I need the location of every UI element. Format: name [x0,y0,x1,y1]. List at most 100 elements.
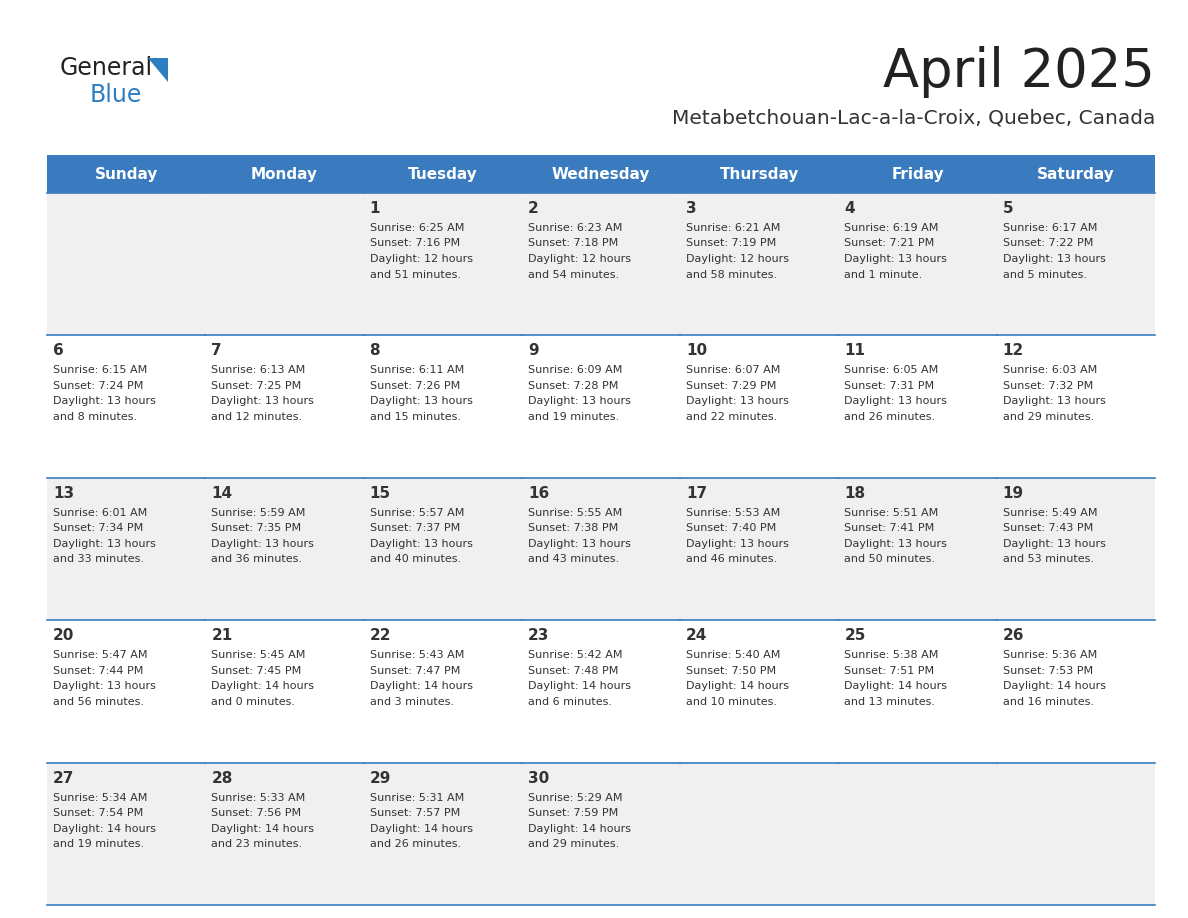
Text: Sunrise: 6:17 AM: Sunrise: 6:17 AM [1003,223,1097,233]
Text: Sunset: 7:57 PM: Sunset: 7:57 PM [369,808,460,818]
Text: 12: 12 [1003,343,1024,358]
Text: Sunset: 7:32 PM: Sunset: 7:32 PM [1003,381,1093,391]
Text: 17: 17 [687,486,707,501]
Text: Wednesday: Wednesday [551,166,650,182]
Text: Sunset: 7:41 PM: Sunset: 7:41 PM [845,523,935,533]
Text: Daylight: 14 hours: Daylight: 14 hours [527,823,631,834]
Text: Daylight: 13 hours: Daylight: 13 hours [687,539,789,549]
Text: Sunset: 7:53 PM: Sunset: 7:53 PM [1003,666,1093,676]
Text: Sunset: 7:40 PM: Sunset: 7:40 PM [687,523,777,533]
Text: and 36 minutes.: and 36 minutes. [211,554,302,565]
Bar [48,621,206,763]
Bar [839,193,997,335]
Bar [206,477,364,621]
Text: Sunset: 7:25 PM: Sunset: 7:25 PM [211,381,302,391]
Text: 6: 6 [53,343,64,358]
Text: 20: 20 [53,628,75,644]
Text: Daylight: 14 hours: Daylight: 14 hours [527,681,631,691]
Text: Sunrise: 5:36 AM: Sunrise: 5:36 AM [1003,650,1097,660]
Text: Sunset: 7:48 PM: Sunset: 7:48 PM [527,666,618,676]
Text: April 2025: April 2025 [883,46,1155,98]
Text: Sunset: 7:50 PM: Sunset: 7:50 PM [687,666,776,676]
Text: Sunrise: 6:25 AM: Sunrise: 6:25 AM [369,223,465,233]
Text: and 22 minutes.: and 22 minutes. [687,412,777,422]
Text: and 29 minutes.: and 29 minutes. [1003,412,1094,422]
Text: and 23 minutes.: and 23 minutes. [211,839,303,849]
Text: 22: 22 [369,628,391,644]
Text: and 46 minutes.: and 46 minutes. [687,554,777,565]
Text: Sunset: 7:38 PM: Sunset: 7:38 PM [527,523,618,533]
Text: Sunset: 7:44 PM: Sunset: 7:44 PM [53,666,144,676]
Bar [48,155,206,193]
Text: 4: 4 [845,201,855,216]
Text: and 19 minutes.: and 19 minutes. [53,839,144,849]
Bar [206,763,364,905]
Text: Daylight: 13 hours: Daylight: 13 hours [845,397,947,407]
Text: Friday: Friday [891,166,944,182]
Text: Daylight: 14 hours: Daylight: 14 hours [53,823,156,834]
Text: Daylight: 14 hours: Daylight: 14 hours [211,681,315,691]
Text: Sunset: 7:19 PM: Sunset: 7:19 PM [687,239,777,249]
Bar [839,335,997,477]
Text: 24: 24 [687,628,708,644]
Text: Daylight: 13 hours: Daylight: 13 hours [53,681,156,691]
Text: Daylight: 14 hours: Daylight: 14 hours [369,823,473,834]
Text: Daylight: 14 hours: Daylight: 14 hours [687,681,789,691]
Text: Sunrise: 5:42 AM: Sunrise: 5:42 AM [527,650,623,660]
Text: Sunset: 7:59 PM: Sunset: 7:59 PM [527,808,618,818]
Text: Sunrise: 5:59 AM: Sunrise: 5:59 AM [211,508,305,518]
Bar [48,763,206,905]
Text: Thursday: Thursday [720,166,800,182]
Text: 8: 8 [369,343,380,358]
Text: Sunrise: 6:11 AM: Sunrise: 6:11 AM [369,365,463,375]
Bar [681,335,839,477]
Bar [206,193,364,335]
Text: and 0 minutes.: and 0 minutes. [211,697,296,707]
Bar [48,477,206,621]
Text: Sunrise: 6:03 AM: Sunrise: 6:03 AM [1003,365,1097,375]
Text: Sunrise: 6:01 AM: Sunrise: 6:01 AM [53,508,147,518]
Text: Sunrise: 6:15 AM: Sunrise: 6:15 AM [53,365,147,375]
Text: Daylight: 13 hours: Daylight: 13 hours [687,397,789,407]
Bar [681,763,839,905]
Bar [997,155,1155,193]
Bar [681,621,839,763]
Text: Sunset: 7:28 PM: Sunset: 7:28 PM [527,381,618,391]
Bar [839,763,997,905]
Text: 1: 1 [369,201,380,216]
Bar [839,477,997,621]
Bar [364,155,522,193]
Text: Sunset: 7:24 PM: Sunset: 7:24 PM [53,381,144,391]
Text: Sunrise: 6:13 AM: Sunrise: 6:13 AM [211,365,305,375]
Text: Sunrise: 5:47 AM: Sunrise: 5:47 AM [53,650,147,660]
Text: Daylight: 14 hours: Daylight: 14 hours [211,823,315,834]
Bar [364,763,522,905]
Text: 23: 23 [527,628,549,644]
Text: and 40 minutes.: and 40 minutes. [369,554,461,565]
Bar [364,621,522,763]
Text: 25: 25 [845,628,866,644]
Text: Sunset: 7:31 PM: Sunset: 7:31 PM [845,381,935,391]
Text: 30: 30 [527,770,549,786]
Text: 15: 15 [369,486,391,501]
Bar [997,477,1155,621]
Text: Sunrise: 5:43 AM: Sunrise: 5:43 AM [369,650,465,660]
Text: Sunday: Sunday [95,166,158,182]
Text: 5: 5 [1003,201,1013,216]
Text: 7: 7 [211,343,222,358]
Bar [206,335,364,477]
Text: Sunset: 7:21 PM: Sunset: 7:21 PM [845,239,935,249]
Text: and 15 minutes.: and 15 minutes. [369,412,461,422]
Bar [997,193,1155,335]
Text: and 51 minutes.: and 51 minutes. [369,270,461,279]
Text: Sunset: 7:35 PM: Sunset: 7:35 PM [211,523,302,533]
Bar [48,335,206,477]
Text: and 12 minutes.: and 12 minutes. [211,412,303,422]
Text: and 56 minutes.: and 56 minutes. [53,697,144,707]
Bar [839,621,997,763]
Text: Sunrise: 6:19 AM: Sunrise: 6:19 AM [845,223,939,233]
Text: Sunset: 7:22 PM: Sunset: 7:22 PM [1003,239,1093,249]
Text: Sunset: 7:56 PM: Sunset: 7:56 PM [211,808,302,818]
Text: Sunset: 7:37 PM: Sunset: 7:37 PM [369,523,460,533]
Text: 14: 14 [211,486,233,501]
